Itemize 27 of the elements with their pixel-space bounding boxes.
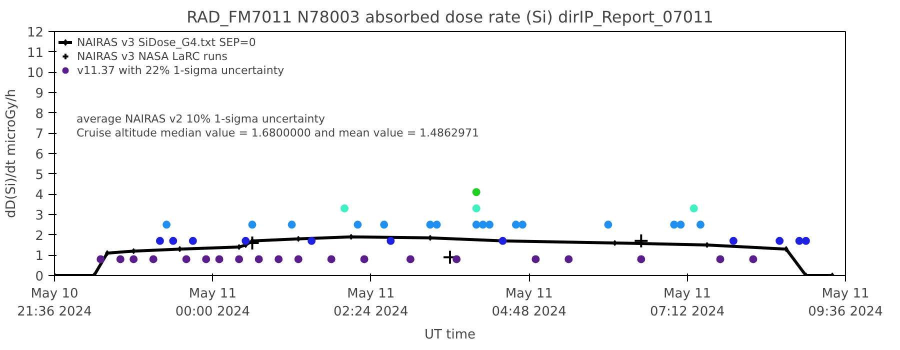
x-axis-title: UT time	[424, 328, 476, 342]
annotation: Cruise altitude median value = 1.6800000 and mean value = 1.4862971	[76, 126, 480, 140]
annotation: average NAIRAS v2 10% 1-sigma uncertainty	[76, 112, 326, 126]
y-tick-label: 11	[26, 46, 44, 61]
y-tick-label: 4	[35, 188, 44, 204]
x-tick-label: May 11 07:12 2024	[650, 286, 725, 320]
y-tick-label: 6	[35, 148, 44, 162]
legend-label: NAIRAS v3 NASA LaRC runs	[77, 49, 228, 63]
y-tick-label: 5	[35, 168, 44, 183]
y-tick-label: 2	[35, 228, 44, 244]
y-axis-title: dD(Si)/dt microGy/h	[4, 89, 19, 218]
y-tick-label: 9	[35, 86, 44, 102]
y-tick-label: 7	[35, 127, 44, 142]
y-tick-label: 1	[35, 249, 44, 264]
y-tick-label: 8	[35, 106, 44, 122]
legend-label: NAIRAS v3 SiDose_G4.txt SEP=0	[77, 35, 256, 49]
y-tick-label: 0	[35, 270, 44, 284]
y-tick-label: 3	[35, 208, 44, 224]
legend-label: v11.37 with 22% 1-sigma uncertainty	[77, 63, 284, 77]
x-tick-label: May 10 21:36 2024	[17, 286, 92, 320]
x-tick-label: May 11 09:36 2024	[808, 286, 883, 320]
x-tick-label: May 11 04:48 2024	[492, 286, 566, 320]
chart-title: RAD_FM7011 N78003 absorbed dose rate (Si) dirIP_Report_07011	[186, 8, 714, 26]
y-tick-label: 10	[26, 66, 44, 82]
y-tick-label: 12	[26, 26, 44, 40]
x-tick-label: May 11 02:24 2024	[334, 286, 408, 320]
x-tick-label: May 11 00:00 2024	[175, 286, 250, 320]
